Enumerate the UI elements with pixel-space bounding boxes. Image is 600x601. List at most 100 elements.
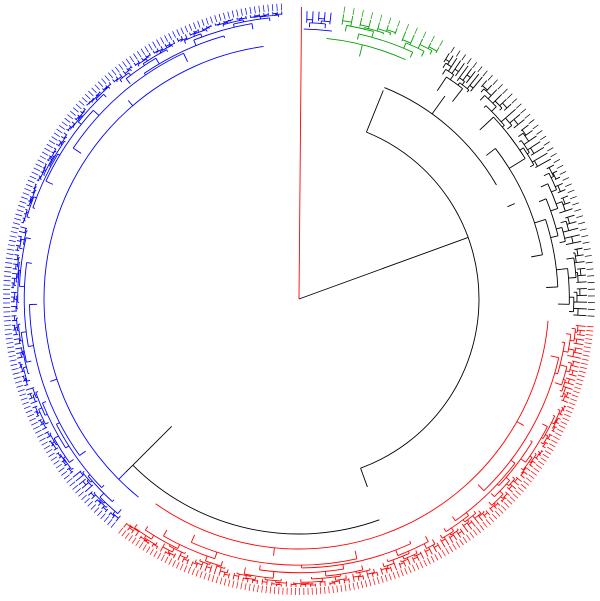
cluster-branch [556,201,563,205]
leaf-label [579,366,587,369]
leaf-label [466,58,472,65]
cluster-branch [177,544,181,549]
cluster-arc [311,575,341,580]
cluster-arc [561,387,567,397]
leaf-label [27,179,35,184]
cluster-branch [473,510,477,514]
leaf-label [477,66,483,73]
leaf-label [419,561,424,568]
leaf-label [485,519,491,525]
leaf-branch [399,564,402,569]
cluster-branch [53,435,59,439]
green-branch [359,44,363,57]
leaf-label [580,362,588,365]
cluster-branch [560,220,567,224]
leaf-label [133,53,138,60]
cluster-branch [557,191,561,194]
cluster-arc [18,338,21,344]
leaf-branch [386,25,389,30]
cluster-branch [26,379,31,382]
leaf-label [253,6,256,14]
cluster-branch [459,528,463,532]
cluster-branch [545,434,549,437]
cluster-branch [223,35,226,39]
cluster-arc [360,24,370,28]
leaf-branch [17,356,22,359]
cluster-branch [505,491,508,494]
cluster-branch [402,555,405,560]
cluster-arc [224,573,230,576]
cluster-branch [354,550,358,559]
leaf-label [240,582,243,590]
cluster-arc [20,352,23,358]
cluster-arc [95,86,109,100]
leaf-label [9,235,17,238]
leaf-branch [46,435,50,439]
cluster-branch [442,62,447,68]
leaf-branch [575,347,583,350]
leaf-label [114,66,120,73]
cluster-arc [567,378,570,384]
leaf-label [124,532,130,539]
leaf-branch [51,151,54,154]
cluster-arc [572,349,575,357]
leaf-label [11,367,19,371]
leaf-label [104,75,110,82]
leaf-label [152,41,157,48]
cluster-arc [206,566,212,569]
leaf-label [328,586,330,594]
leaf-branch [91,495,95,500]
leaf-label [585,334,593,336]
leaf-branch [112,79,115,82]
cluster-arc [20,347,24,355]
leaf-branch [511,485,516,490]
cluster-arc [567,268,570,305]
leaf-branch [48,155,51,157]
cluster-arc [483,512,488,516]
leaf-branch [237,576,240,581]
leaf-label [58,467,65,473]
leaf-label [400,569,404,577]
cluster-branch [470,87,474,92]
cluster-branch [538,198,547,203]
cluster-branch [565,333,571,335]
leaf-branch [58,139,62,143]
leaf-label [261,585,263,593]
leaf-branch [44,163,47,165]
cluster-arc [30,190,36,203]
cluster-branch [162,543,166,548]
cluster-branch [403,42,407,49]
cluster-branch [184,551,186,554]
leaf-label [43,445,51,450]
leaf-branch [186,560,189,565]
leaf-label [392,572,396,580]
leaf-branch [13,258,18,261]
cluster-branch [470,520,473,523]
cluster-arc [135,62,140,66]
cluster-arc [39,419,43,425]
leaf-label [472,529,478,536]
dendrogram-leaves [2,3,595,596]
cluster-branch [563,230,569,233]
leaf-label [396,570,400,578]
leaf-branch [115,517,119,522]
leaf-label [343,6,346,14]
cluster-arc [17,324,21,342]
cluster-branch [556,268,568,271]
cluster-arc [401,558,409,563]
cluster-branch [417,44,421,49]
cluster-branch [546,286,558,288]
cluster-branch [421,51,425,57]
leaf-branch [419,38,424,45]
leaf-label [121,530,127,537]
cluster-branch [512,476,515,480]
cluster-branch [129,69,132,72]
leaf-label [176,561,180,569]
leaf-label [135,539,140,547]
cluster-arc [457,530,463,535]
leaf-label [582,241,590,244]
blue-top-arc [303,28,332,32]
leaf-branch [156,48,159,51]
leaf-branch [505,108,516,119]
cluster-branch [563,350,569,353]
